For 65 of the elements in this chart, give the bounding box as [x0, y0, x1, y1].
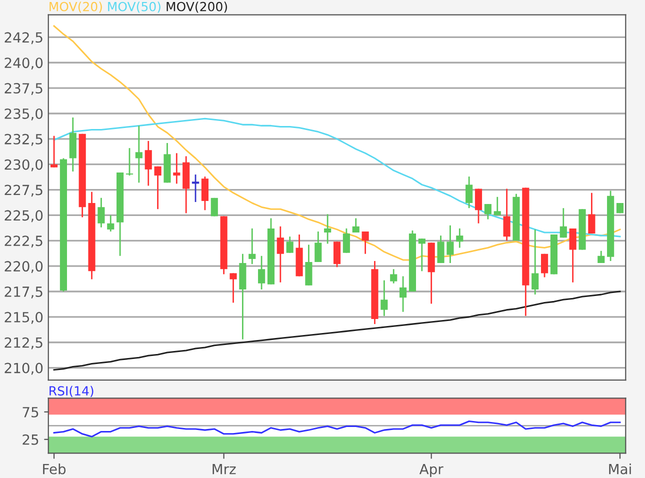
candlestick — [484, 203, 492, 220]
candlestick — [494, 196, 501, 216]
candlestick — [230, 272, 237, 304]
candlestick — [474, 188, 482, 224]
candlestick — [456, 228, 464, 248]
text: RSI(14) — [50, 386, 94, 398]
y-tick-label: 230,0 — [4, 159, 43, 172]
y-tick-label: 240,0 — [4, 58, 43, 70]
candlestick — [144, 140, 152, 186]
y-tick-label: 242,5 — [4, 32, 42, 44]
candlestick — [466, 176, 473, 209]
candlestick — [418, 238, 426, 272]
candlestick — [258, 255, 266, 290]
y-tick-label: 220,0 — [4, 261, 43, 273]
candlestick — [248, 228, 256, 265]
line-series — [53, 420, 621, 438]
candlestick — [540, 253, 548, 278]
text: MOV(200) — [166, 2, 227, 13]
text: MOV(50) — [108, 2, 160, 13]
candlestick — [569, 228, 576, 284]
candlestick — [305, 244, 312, 286]
y-tick-label: 212,5 — [4, 337, 42, 350]
y-tick-label: 222,5 — [4, 236, 42, 248]
y-tick-label: 75 — [22, 407, 38, 418]
candlestick — [532, 228, 539, 296]
candlestick — [503, 188, 510, 242]
x-tick-label: Apr — [419, 464, 444, 478]
y-tick-label: 25 — [22, 434, 38, 445]
y-tick-label: 232,5 — [4, 134, 42, 146]
y-tick-label: 215,0 — [4, 312, 43, 324]
x-tick-label: Mrz — [212, 464, 236, 474]
candlestick — [50, 135, 58, 168]
candlestick — [276, 226, 284, 284]
candlestick — [400, 276, 407, 313]
candlestick — [201, 176, 208, 211]
line-series — [53, 290, 621, 371]
candlestick — [352, 218, 360, 234]
candlestick — [598, 250, 605, 264]
candlestick — [588, 192, 596, 234]
candlestick — [154, 166, 162, 210]
candlestick — [135, 125, 142, 184]
y-tick-label: 235,0 — [4, 108, 43, 120]
candlestick — [560, 207, 567, 238]
candlestick — [390, 268, 398, 284]
y-tick-label: 217,5 — [4, 286, 42, 298]
candlestick — [126, 147, 134, 176]
candlestick — [314, 230, 322, 263]
candlestick — [286, 236, 294, 254]
candlestick — [107, 214, 114, 232]
candlestick — [362, 230, 369, 255]
y-tick-label: 227,5 — [4, 184, 42, 197]
candlestick — [173, 152, 180, 184]
candlestick — [446, 224, 454, 264]
candlestick — [333, 240, 341, 268]
x-tick-label: Mai — [609, 464, 631, 474]
y-tick-label: 237,5 — [4, 83, 42, 95]
candlestick — [437, 234, 444, 264]
x-tick-label: Feb — [43, 464, 66, 474]
y-tick-label: 225,0 — [4, 210, 43, 222]
candlestick — [380, 280, 388, 317]
candlestick — [342, 228, 350, 254]
y-tick-label: 210,0 — [4, 362, 43, 375]
series-label: MOV(20) — [50, 2, 102, 13]
candlestick — [98, 197, 105, 228]
candlestick — [324, 214, 332, 244]
